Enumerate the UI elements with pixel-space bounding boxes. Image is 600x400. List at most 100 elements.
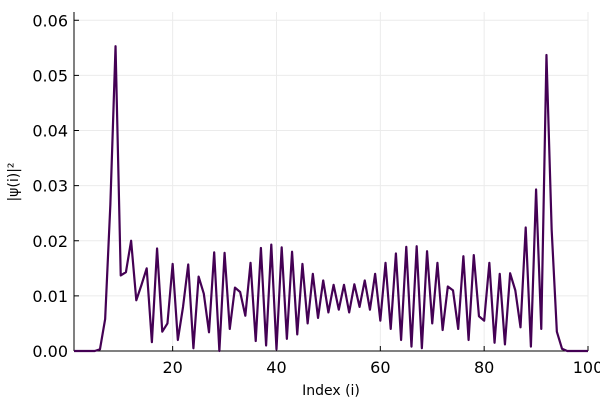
data-point-0-57 — [369, 309, 371, 311]
data-point-0-16 — [156, 247, 158, 249]
y-tick-label-6: 0.06 — [32, 11, 68, 30]
data-point-0-68 — [426, 250, 428, 252]
data-point-0-66 — [416, 245, 418, 247]
data-point-0-20 — [177, 339, 179, 341]
data-point-0-11 — [130, 240, 132, 242]
data-point-0-70 — [436, 262, 438, 264]
data-point-0-36 — [260, 247, 262, 249]
data-point-0-94 — [561, 348, 563, 350]
data-point-0-56 — [364, 279, 366, 281]
data-point-0-5 — [99, 348, 101, 350]
data-point-0-99 — [587, 350, 589, 352]
data-point-0-89 — [535, 188, 537, 190]
x-axis-label: Index (i) — [302, 383, 360, 399]
data-point-0-40 — [281, 246, 283, 248]
axis-ticks: 20 40 60 80 100 0.00 0.01 0.02 0.03 0.04 0.05 0.06 — [32, 11, 600, 377]
data-point-0-51 — [338, 309, 340, 311]
data-point-0-80 — [488, 262, 490, 264]
data-point-0-30 — [229, 328, 231, 330]
y-tick-label-1: 0.01 — [32, 287, 68, 306]
data-point-0-53 — [348, 311, 350, 313]
data-point-0-44 — [301, 263, 303, 265]
data-point-0-92 — [551, 229, 553, 231]
data-point-0-91 — [545, 54, 547, 56]
data-point-0-17 — [161, 331, 163, 333]
data-point-0-7 — [109, 204, 111, 206]
y-tick-label-2: 0.02 — [32, 232, 68, 251]
series-line-0 — [74, 45, 588, 353]
data-point-0-46 — [312, 273, 314, 275]
data-point-0-4 — [94, 350, 96, 352]
data-point-0-71 — [442, 329, 444, 331]
data-point-0-8 — [114, 45, 116, 47]
data-point-0-79 — [483, 320, 485, 322]
data-point-0-93 — [556, 331, 558, 333]
data-point-0-12 — [135, 299, 137, 301]
y-tick-label-5: 0.05 — [32, 66, 68, 85]
data-point-0-21 — [182, 306, 184, 308]
x-tick-label-3: 80 — [474, 358, 494, 377]
data-point-0-87 — [525, 226, 527, 228]
data-point-0-25 — [203, 293, 205, 295]
data-point-0-62 — [395, 252, 397, 254]
data-point-0-41 — [286, 338, 288, 340]
data-point-0-50 — [333, 284, 335, 286]
data-point-0-35 — [255, 340, 257, 342]
data-point-0-49 — [327, 311, 329, 313]
data-point-0-42 — [291, 251, 293, 253]
data-point-0-13 — [140, 284, 142, 286]
data-point-0-64 — [405, 246, 407, 248]
series — [73, 45, 589, 353]
data-point-0-34 — [249, 262, 251, 264]
data-point-0-0 — [73, 350, 75, 352]
data-point-0-9 — [120, 274, 122, 276]
data-point-0-19 — [172, 263, 174, 265]
data-point-0-48 — [322, 279, 324, 281]
data-point-0-43 — [296, 333, 298, 335]
data-point-0-58 — [374, 273, 376, 275]
data-point-0-10 — [125, 271, 127, 273]
data-point-0-74 — [457, 328, 459, 330]
data-point-0-1 — [78, 350, 80, 352]
data-point-0-39 — [275, 348, 277, 350]
data-point-0-47 — [317, 317, 319, 319]
data-point-0-76 — [467, 339, 469, 341]
data-point-0-84 — [509, 272, 511, 274]
plot-frame — [73, 12, 588, 352]
y-tick-label-0: 0.00 — [32, 342, 68, 361]
data-point-0-15 — [151, 341, 153, 343]
y-tick-label-3: 0.03 — [32, 177, 68, 196]
x-tick-label-1: 40 — [266, 358, 286, 377]
data-point-0-63 — [400, 339, 402, 341]
data-point-0-24 — [198, 275, 200, 277]
data-point-0-67 — [421, 347, 423, 349]
data-point-0-45 — [307, 322, 309, 324]
data-point-0-23 — [192, 347, 194, 349]
data-point-0-38 — [270, 244, 272, 246]
data-point-0-78 — [478, 315, 480, 317]
data-point-0-98 — [582, 350, 584, 352]
data-point-0-73 — [452, 289, 454, 291]
data-point-0-29 — [223, 252, 225, 254]
data-point-0-2 — [83, 350, 85, 352]
data-point-0-90 — [540, 328, 542, 330]
y-tick-label-4: 0.04 — [32, 122, 68, 141]
y-axis-label: |ψ(i)|² — [6, 162, 22, 201]
data-point-0-6 — [104, 318, 106, 320]
x-tick-label-2: 60 — [370, 358, 390, 377]
data-point-0-96 — [571, 350, 573, 352]
data-point-0-69 — [431, 322, 433, 324]
data-point-0-77 — [473, 254, 475, 256]
data-point-0-32 — [239, 291, 241, 293]
data-point-0-81 — [493, 342, 495, 344]
data-point-0-60 — [384, 262, 386, 264]
data-point-0-14 — [146, 267, 148, 269]
data-point-0-95 — [566, 350, 568, 352]
data-point-0-26 — [208, 331, 210, 333]
data-point-0-88 — [530, 345, 532, 347]
data-point-0-65 — [410, 345, 412, 347]
data-point-0-82 — [499, 273, 501, 275]
data-point-0-86 — [519, 326, 521, 328]
data-point-0-72 — [447, 285, 449, 287]
data-point-0-33 — [244, 315, 246, 317]
